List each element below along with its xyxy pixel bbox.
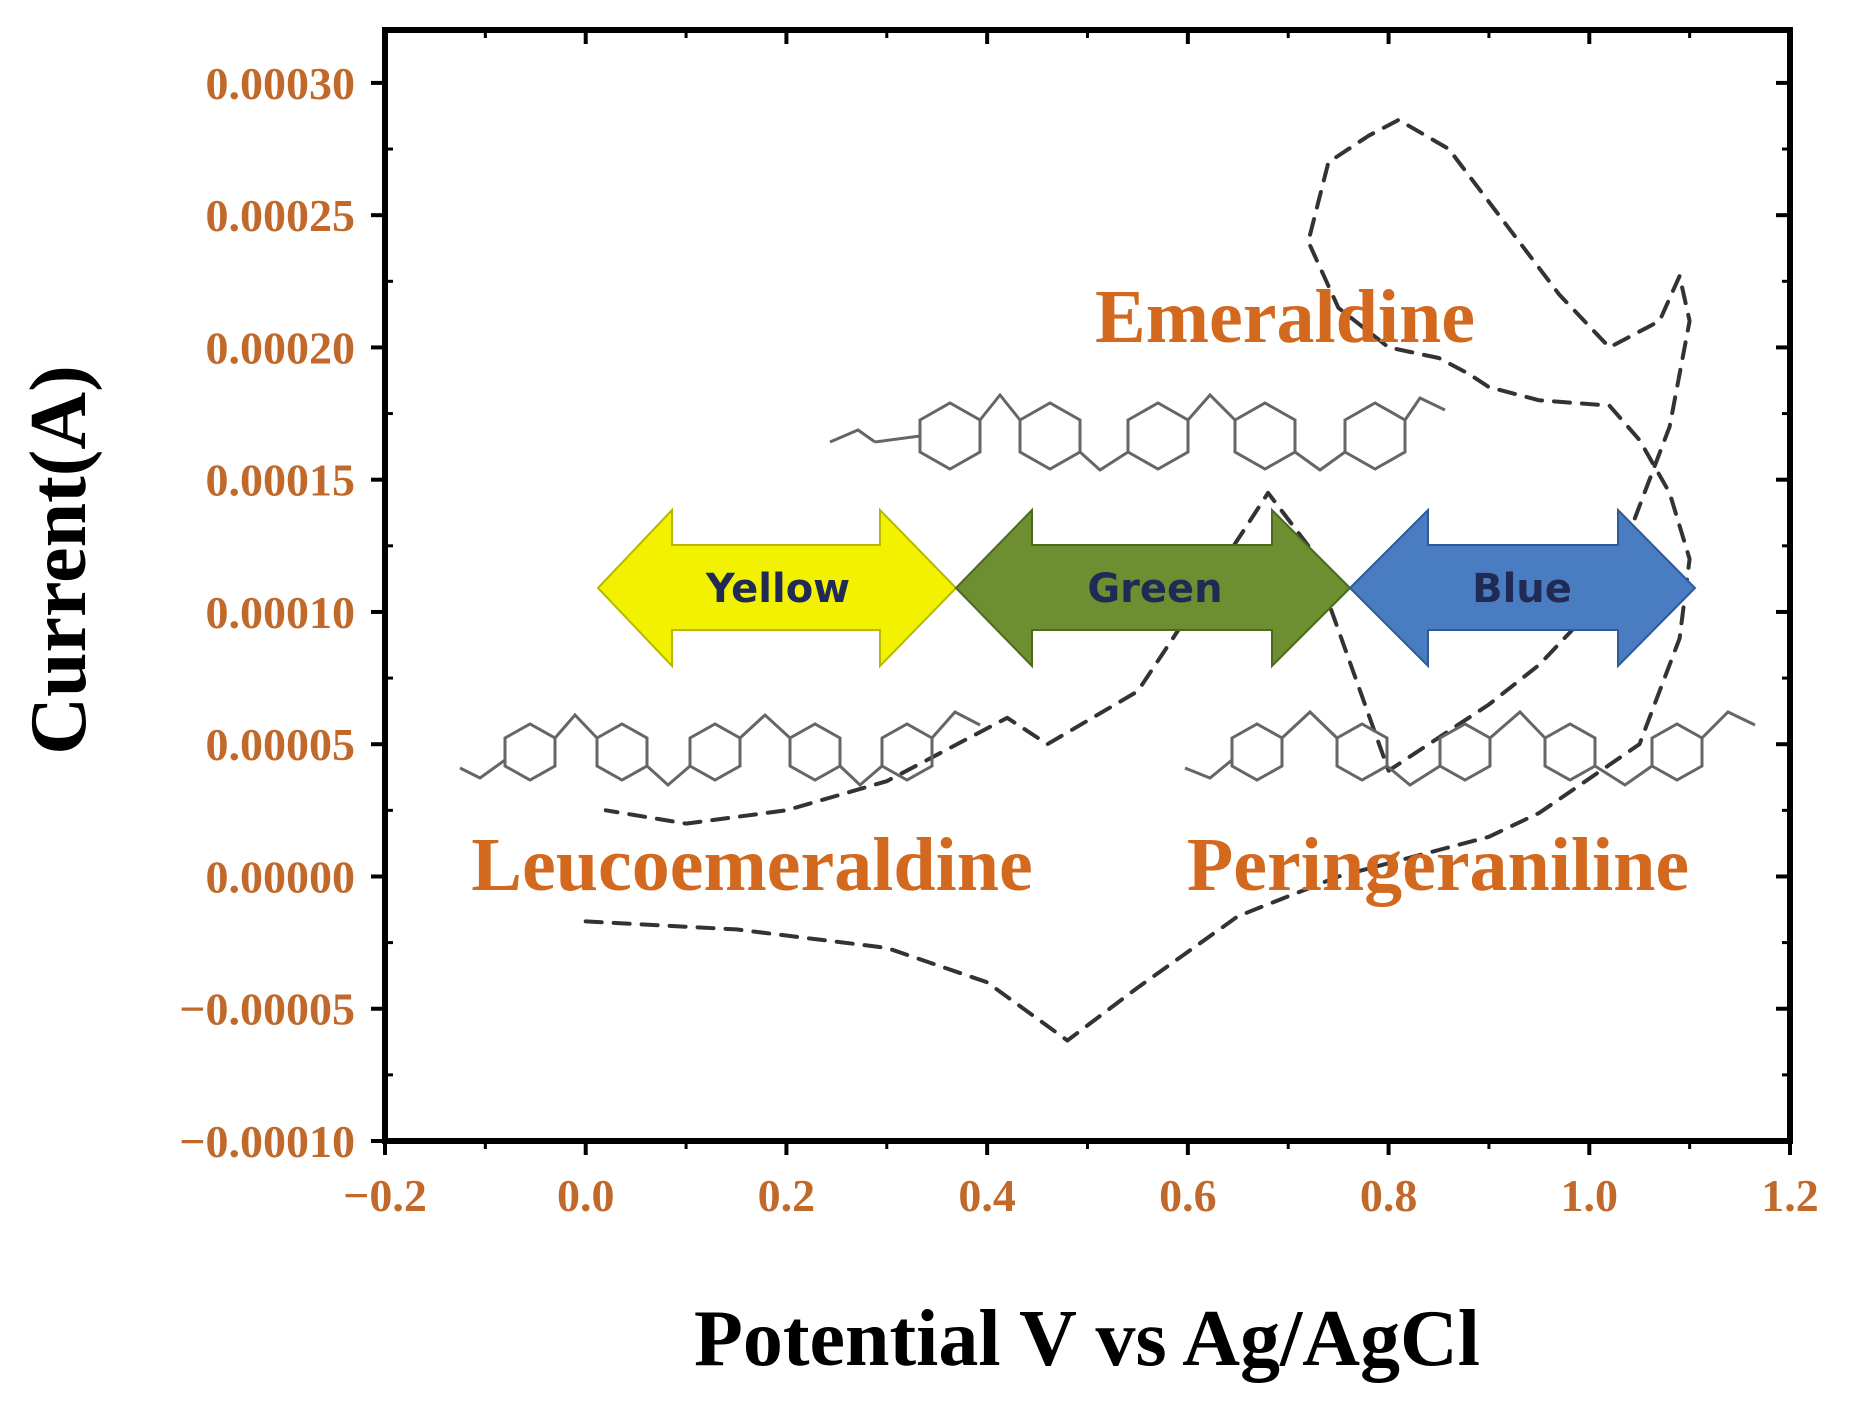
y-tick-label: 0.00030 xyxy=(206,58,356,109)
y-tick-label: 0.00000 xyxy=(206,851,356,902)
leucoemeraldine-label: Leucoemeraldine xyxy=(471,823,1032,907)
x-axis-ticks: −0.2 0.0 0.2 0.4 0.6 0.8 1.0 1.2 xyxy=(343,30,1819,1221)
y-tick-label: 0.00010 xyxy=(206,587,356,638)
x-axis-title: Potential V vs Ag/AgCl xyxy=(694,1295,1480,1383)
yellow-arrow-label: Yellow xyxy=(705,566,850,612)
y-tick-label: 0.00015 xyxy=(206,455,356,506)
x-tick-label: −0.2 xyxy=(343,1170,427,1221)
x-tick-label: 1.0 xyxy=(1561,1170,1619,1221)
x-tick-label: 0.4 xyxy=(958,1170,1016,1221)
x-tick-label: 0.6 xyxy=(1159,1170,1217,1221)
blue-arrow-label: Blue xyxy=(1472,566,1572,612)
x-tick-label: 0.0 xyxy=(557,1170,615,1221)
y-tick-label: 0.00025 xyxy=(206,190,356,241)
peringeraniline-label: Peringeraniline xyxy=(1187,823,1689,907)
series-layer xyxy=(583,117,1692,1043)
y-axis-ticks: 0.00030 0.00025 0.00020 0.00015 0.00010 0.000… xyxy=(179,58,1790,1167)
y-tick-label: −0.00005 xyxy=(179,984,355,1035)
y-tick-label: 0.00005 xyxy=(206,719,356,770)
cv-curve xyxy=(583,117,1692,1043)
y-tick-label: −0.00010 xyxy=(179,1116,355,1167)
blue-arrow xyxy=(1348,507,1697,669)
y-axis-title: Current(A) xyxy=(15,365,103,755)
green-arrow-label: Green xyxy=(1087,566,1222,612)
leucoemeraldine-structure xyxy=(459,710,981,788)
y-tick-label: 0.00020 xyxy=(206,322,356,373)
x-tick-label: 0.2 xyxy=(758,1170,816,1221)
x-tick-label: 0.8 xyxy=(1360,1170,1418,1221)
peringeraniline-structure xyxy=(1184,709,1756,787)
x-tick-label: 1.2 xyxy=(1761,1170,1819,1221)
emeraldine-label: Emeraldine xyxy=(1095,275,1475,359)
emeraldine-structure xyxy=(829,392,1446,472)
